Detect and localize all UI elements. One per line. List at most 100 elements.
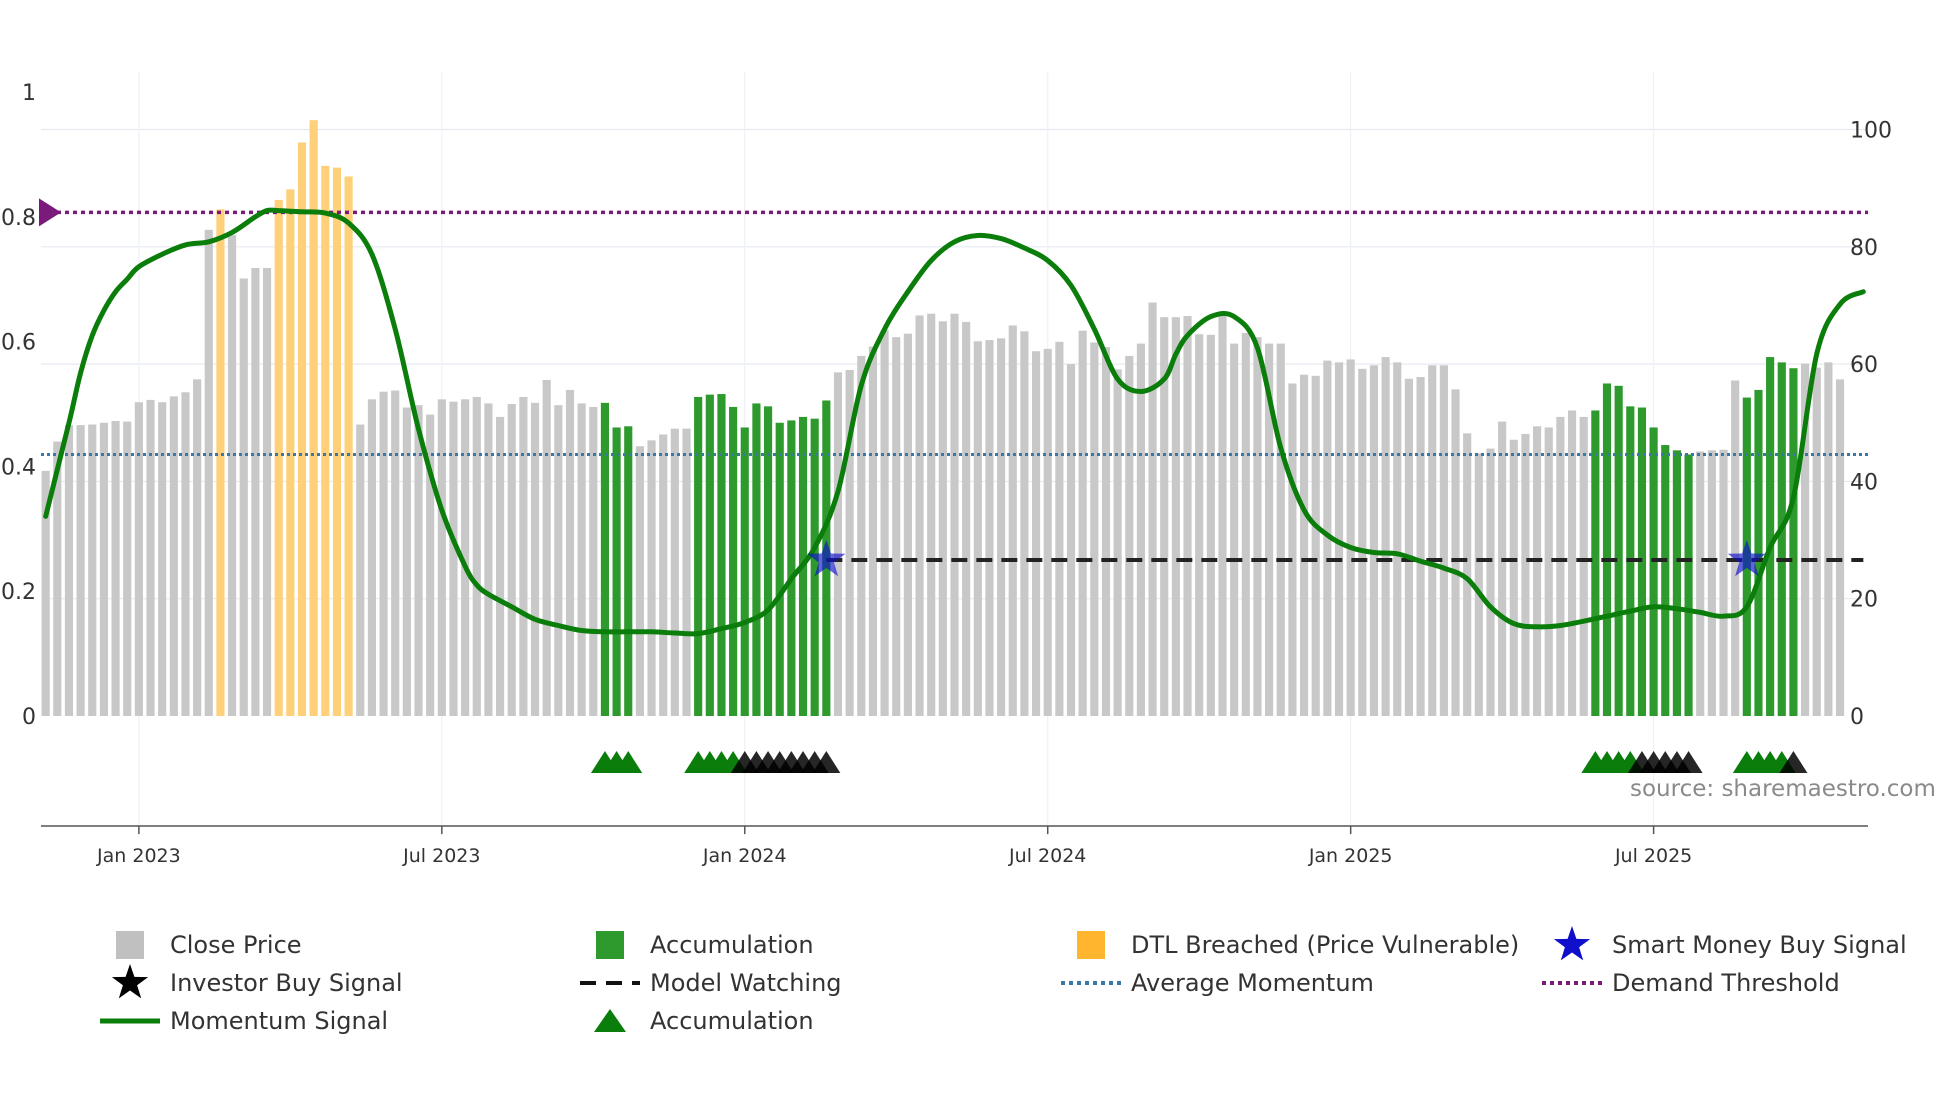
close-price-bar-41: [519, 396, 528, 716]
x-tick-label-5: Jul 2025: [1614, 845, 1692, 867]
signal-stars: [807, 540, 1766, 577]
dtl-breached-bar-21: [286, 189, 295, 716]
legend-label-1: Accumulation: [650, 931, 814, 959]
accumulation-bar-58: [717, 394, 726, 716]
close-price-bar-0: [41, 470, 50, 716]
close-price-bar-31: [402, 407, 411, 716]
close-price-bar-91: [1101, 347, 1111, 716]
close-price-bar-1: [53, 441, 62, 716]
dtl-breached-bar-22: [297, 142, 307, 716]
accumulation-bar-147: [1754, 389, 1763, 716]
close-price-bar-111: [1334, 362, 1344, 716]
close-price-bar-53: [659, 434, 668, 716]
close-price-bar-102: [1230, 343, 1239, 716]
close-price-bar-87: [1055, 341, 1064, 716]
close-price-bar-129: [1544, 427, 1553, 716]
left-tick-label-2: 0.4: [1, 455, 36, 480]
close-price-bar-85: [1031, 351, 1041, 716]
reference-lines: [39, 198, 1868, 562]
close-price-bar-117: [1404, 378, 1413, 716]
close-price-bar-79: [962, 321, 971, 716]
close-price-bar-94: [1136, 343, 1146, 716]
x-tick-label-3: Jul 2024: [1008, 845, 1086, 867]
close-price-bar-121: [1451, 389, 1460, 716]
close-price-bar-10: [158, 402, 167, 716]
close-price-bar-7: [123, 421, 132, 716]
close-price-bar-89: [1078, 330, 1087, 716]
close-price-bar-127: [1521, 433, 1530, 716]
accumulation-bar-149: [1777, 362, 1786, 716]
close-price-bar-112: [1346, 359, 1355, 716]
close-price-bar-125: [1498, 421, 1507, 716]
close-price-bar-77: [938, 321, 947, 716]
accumulation-bar-133: [1591, 410, 1600, 716]
legend-label-9: Accumulation: [650, 1007, 814, 1035]
close-price-bar-132: [1579, 416, 1588, 716]
close-price-bar-19: [262, 267, 272, 716]
close-price-bar-40: [507, 404, 516, 716]
x-tick-label-1: Jul 2023: [402, 845, 480, 867]
close-price-bar-105: [1265, 343, 1274, 716]
close-price-bar-43: [542, 379, 551, 716]
close-price-bar-110: [1323, 360, 1332, 716]
source-label: source: sharemaestro.com: [1630, 776, 1936, 802]
close-price-bar-34: [437, 399, 446, 716]
close-price-bar-118: [1416, 377, 1425, 716]
close-price-bar-88: [1066, 364, 1076, 716]
legend-item-8: Momentum Signal: [100, 1007, 388, 1035]
close-price-bar-14: [204, 229, 213, 716]
accumulation-bar-66: [810, 418, 819, 716]
accumulation-bar-61: [752, 403, 761, 716]
close-price-bar-36: [461, 399, 470, 716]
close-price-bar-9: [146, 399, 155, 716]
close-price-bar-113: [1358, 368, 1367, 716]
legend-label-0: Close Price: [170, 931, 302, 959]
accumulation-bar-150: [1789, 368, 1798, 716]
close-price-bar-46: [577, 403, 586, 716]
accumulation-bar-138: [1649, 427, 1658, 716]
investor-buy-triangle-12: [1674, 751, 1703, 773]
close-price-bar-122: [1463, 433, 1472, 716]
close-price-bar-72: [880, 330, 889, 716]
close-price-bar-145: [1731, 380, 1740, 716]
close-price-bar-3: [76, 425, 85, 716]
legend-label-4: Investor Buy Signal: [170, 969, 403, 997]
accumulation-bar-135: [1614, 385, 1623, 716]
close-price-bar-142: [1696, 451, 1705, 716]
close-price-bar-52: [647, 440, 656, 716]
accumulation-bar-60: [740, 427, 749, 716]
close-price-bar-103: [1241, 333, 1250, 716]
left-tick-label-3: 0.6: [1, 331, 36, 356]
legend-item-9: Accumulation: [594, 1007, 814, 1035]
close-price-bar-114: [1369, 365, 1379, 716]
close-price-bar-27: [356, 424, 365, 716]
close-price-bar-78: [950, 313, 959, 716]
close-price-bar-82: [997, 338, 1006, 716]
price-bars: [41, 120, 1845, 717]
legend-item-2: DTL Breached (Price Vulnerable): [1077, 931, 1519, 959]
close-price-bar-120: [1439, 365, 1448, 716]
legend-label-6: Average Momentum: [1131, 969, 1374, 997]
close-price-bar-97: [1171, 317, 1180, 716]
right-tick-label-5: 100: [1850, 119, 1892, 144]
close-price-bar-104: [1253, 337, 1262, 716]
smart-money-buy-star-1: [1727, 540, 1766, 577]
investor-buy-triangle-13: [1779, 751, 1808, 773]
close-price-bar-69: [845, 369, 854, 716]
dtl-breached-bar-26: [344, 176, 353, 717]
accumulation-bar-49: [612, 427, 621, 716]
close-price-bar-12: [181, 392, 190, 716]
close-price-bar-30: [391, 390, 400, 716]
accumulation-bar-50: [624, 426, 633, 716]
close-price-bar-73: [892, 337, 901, 716]
left-tick-label-5: 1: [22, 81, 36, 106]
close-price-bar-95: [1148, 302, 1157, 716]
close-price-bar-144: [1719, 449, 1728, 716]
accumulation-bar-59: [729, 406, 738, 716]
legend-item-3: Smart Money Buy Signal: [1553, 926, 1907, 961]
legend-item-7: Demand Threshold: [1542, 969, 1840, 997]
close-price-bar-2: [64, 425, 74, 716]
accumulation-bar-141: [1684, 454, 1693, 716]
accumulation-bar-57: [705, 394, 714, 716]
